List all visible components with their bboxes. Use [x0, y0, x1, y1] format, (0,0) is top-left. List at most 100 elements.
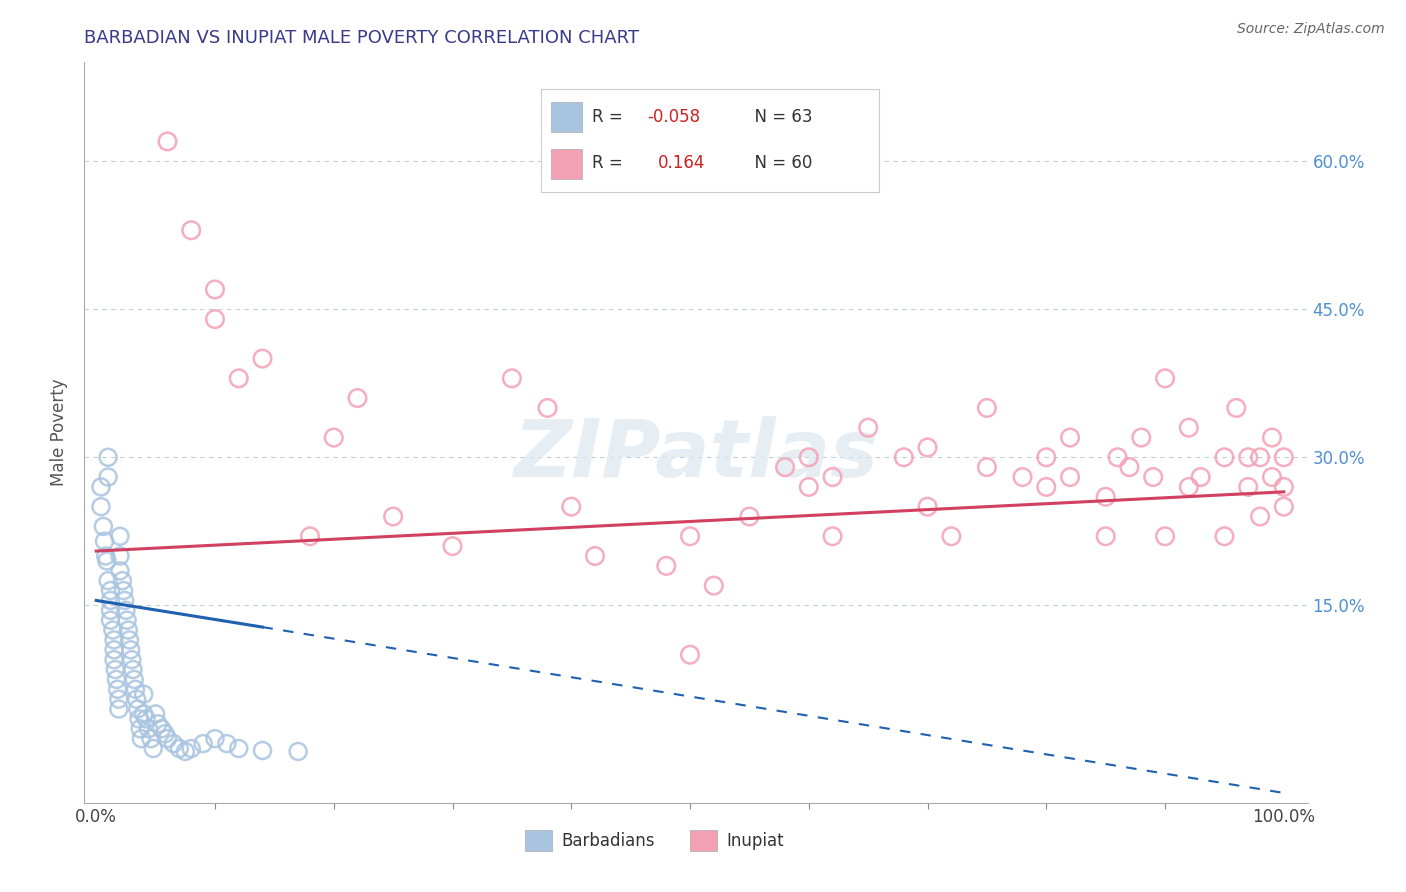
Point: [146, 716, 169, 731]
Point: [90, 500, 112, 514]
Point: [1154, 529, 1177, 543]
Point: [135, 712, 157, 726]
Point: [252, 743, 274, 757]
Point: [93, 519, 115, 533]
Point: [856, 420, 879, 434]
Point: [560, 500, 582, 514]
Point: [107, 702, 129, 716]
Y-axis label: Male Poverty: Male Poverty: [51, 379, 69, 486]
Point: [679, 648, 702, 662]
Point: [101, 623, 124, 637]
Point: [162, 737, 184, 751]
Point: [112, 583, 135, 598]
Text: Barbadians: Barbadians: [561, 831, 655, 849]
Point: [122, 663, 145, 677]
Point: [1178, 480, 1201, 494]
Point: [1154, 371, 1177, 385]
Point: [142, 741, 165, 756]
Point: [117, 623, 139, 637]
Point: [153, 727, 176, 741]
Point: [125, 692, 148, 706]
Point: [228, 371, 250, 385]
Bar: [690, 830, 717, 851]
Point: [107, 692, 129, 706]
Point: [150, 722, 173, 736]
Point: [204, 731, 226, 746]
Point: [1225, 401, 1247, 415]
Point: [169, 741, 191, 756]
Point: [104, 663, 127, 677]
Point: [120, 642, 142, 657]
Point: [1178, 420, 1201, 434]
Point: [105, 673, 128, 687]
Point: [1059, 431, 1081, 445]
Point: [100, 583, 122, 598]
Point: [180, 741, 202, 756]
Point: [139, 731, 162, 746]
Point: [1213, 529, 1236, 543]
Point: [1272, 450, 1295, 465]
Point: [111, 574, 134, 588]
Text: -0.058: -0.058: [648, 108, 700, 126]
Point: [100, 613, 122, 627]
Point: [917, 500, 939, 514]
Point: [1035, 480, 1057, 494]
Bar: [524, 830, 551, 851]
Point: [115, 613, 138, 627]
Point: [204, 283, 226, 297]
Point: [107, 682, 129, 697]
Point: [103, 632, 125, 647]
Point: [103, 642, 125, 657]
Point: [93, 534, 115, 549]
Point: [1035, 450, 1057, 465]
Point: [1237, 450, 1260, 465]
Point: [156, 135, 179, 149]
Text: Inupiat: Inupiat: [727, 831, 785, 849]
Point: [94, 549, 117, 563]
Point: [917, 441, 939, 455]
Point: [108, 549, 131, 563]
Point: [976, 401, 998, 415]
Point: [96, 554, 118, 568]
Point: [131, 731, 153, 746]
Point: [821, 529, 844, 543]
Point: [156, 731, 179, 746]
Point: [121, 653, 143, 667]
Point: [108, 529, 131, 543]
Point: [97, 574, 120, 588]
Point: [679, 529, 702, 543]
Point: [1189, 470, 1212, 484]
Point: [773, 460, 796, 475]
Text: BARBADIAN VS INUPIAT MALE POVERTY CORRELATION CHART: BARBADIAN VS INUPIAT MALE POVERTY CORREL…: [84, 29, 640, 47]
Text: Source: ZipAtlas.com: Source: ZipAtlas.com: [1237, 22, 1385, 37]
Bar: [551, 149, 582, 179]
Point: [97, 470, 120, 484]
Point: [1094, 490, 1116, 504]
Point: [1249, 509, 1271, 524]
Point: [1107, 450, 1129, 465]
Point: [138, 722, 160, 736]
Point: [252, 351, 274, 366]
Point: [1142, 470, 1164, 484]
Point: [1059, 470, 1081, 484]
Point: [1011, 470, 1033, 484]
Point: [1261, 431, 1284, 445]
Point: [941, 529, 963, 543]
Point: [583, 549, 606, 563]
Text: R =: R =: [592, 154, 633, 172]
Point: [738, 509, 761, 524]
Point: [893, 450, 915, 465]
Point: [346, 391, 368, 405]
Point: [204, 312, 226, 326]
Point: [797, 450, 820, 465]
Point: [129, 722, 152, 736]
Point: [1249, 450, 1271, 465]
Point: [322, 431, 344, 445]
Point: [1272, 480, 1295, 494]
Point: [90, 480, 112, 494]
Bar: [551, 102, 582, 132]
Point: [501, 371, 523, 385]
Point: [215, 737, 238, 751]
Point: [100, 593, 122, 607]
Text: N = 60: N = 60: [744, 154, 813, 172]
